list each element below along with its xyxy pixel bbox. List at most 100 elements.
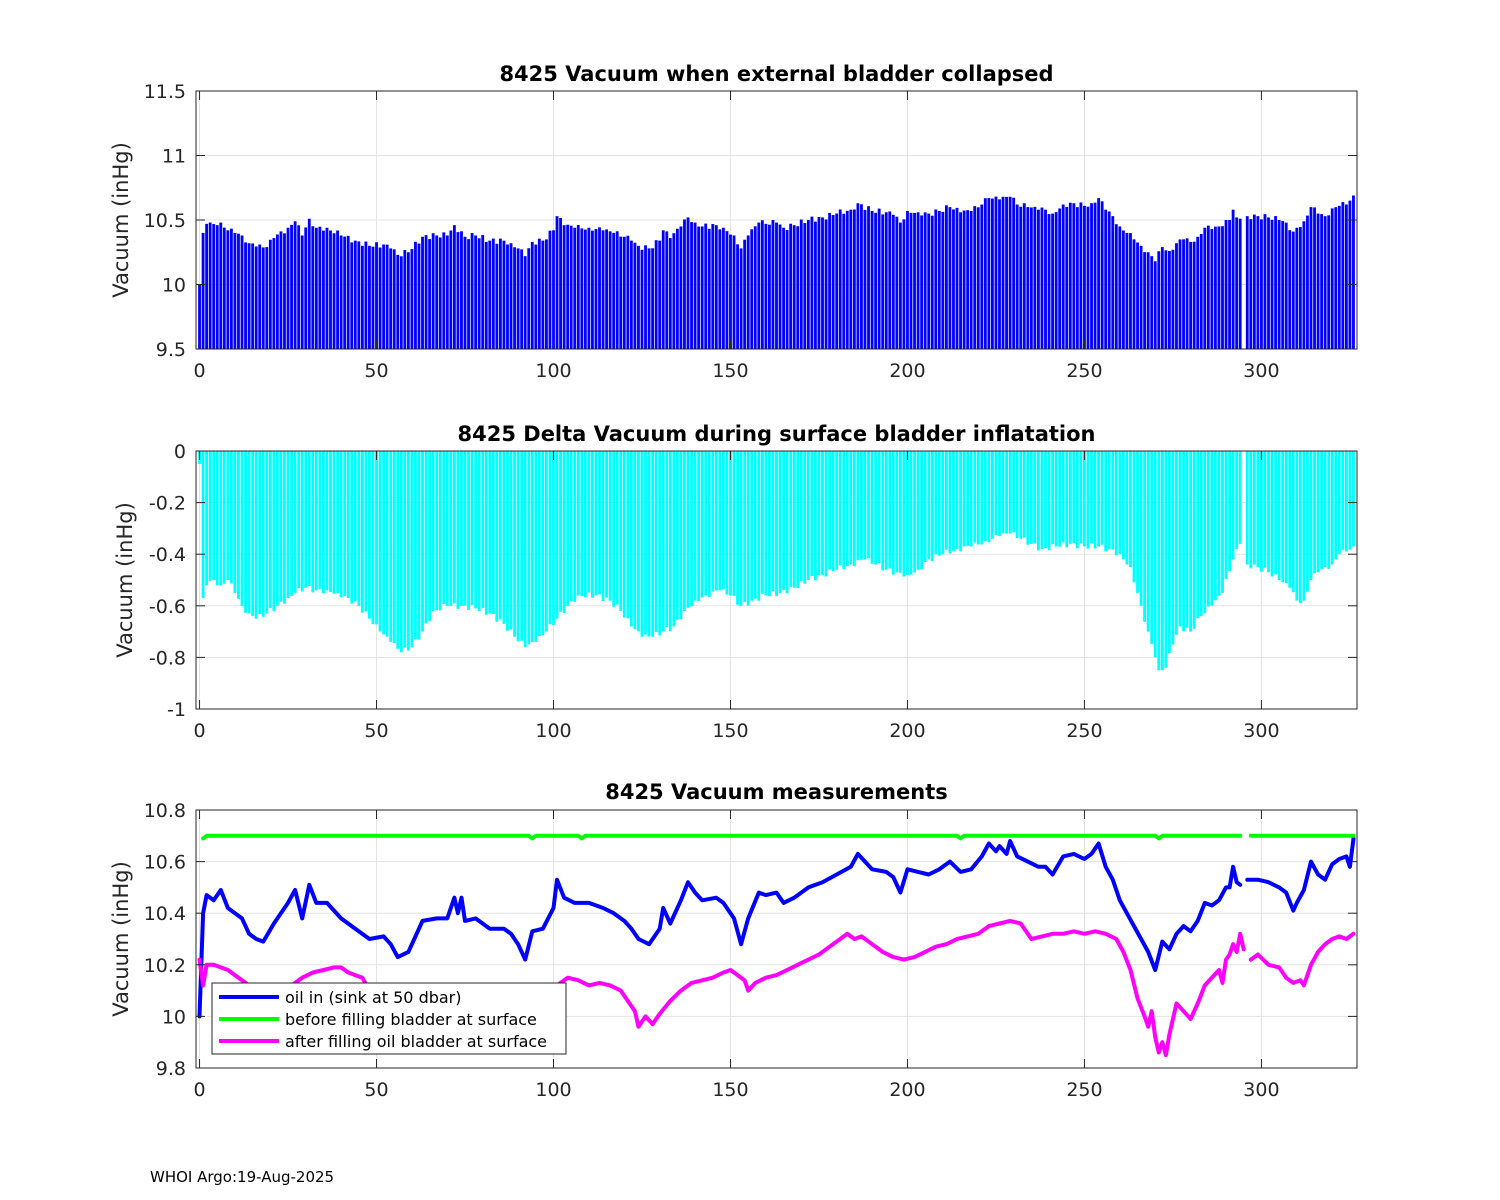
y-tick-label: 10.5: [144, 210, 186, 232]
bar: [431, 233, 435, 349]
bar: [502, 451, 506, 624]
bar: [329, 230, 332, 349]
bar: [325, 451, 329, 591]
bar: [711, 451, 715, 592]
bar: [399, 451, 403, 653]
bar: [513, 451, 516, 637]
bar: [343, 236, 347, 349]
bar: [339, 451, 343, 598]
bar: [1175, 451, 1178, 635]
bar: [923, 451, 927, 563]
bar: [336, 451, 340, 593]
bar: [336, 230, 340, 349]
bar: [644, 451, 647, 635]
bar: [845, 451, 849, 567]
bar: [286, 451, 290, 599]
bar: [1093, 202, 1097, 349]
bar: [1298, 451, 1302, 604]
bar: [1252, 451, 1256, 565]
bar: [1274, 216, 1278, 349]
bar: [389, 451, 393, 642]
panel-vacuum-measurements: 0 50 100 150 200 250 300 9.8 10 10.2 10.4 10.6 10.8…: [109, 780, 1358, 1101]
legend-item-oil-in: oil in (sink at 50 dbar): [219, 988, 462, 1007]
bar: [944, 451, 948, 550]
x-tick-label: 0: [193, 1079, 205, 1101]
bar: [513, 247, 516, 349]
bar: [814, 221, 817, 349]
bar: [329, 451, 332, 593]
bar: [817, 216, 821, 349]
bar: [647, 451, 651, 637]
bar: [474, 451, 478, 609]
bar: [350, 242, 354, 349]
bar: [509, 451, 513, 630]
bar: [1334, 207, 1338, 349]
bar: [1344, 451, 1348, 552]
bar: [1121, 451, 1125, 560]
bar: [208, 451, 212, 581]
bar: [470, 233, 474, 349]
bar: [1210, 451, 1214, 606]
bar: [1341, 451, 1345, 550]
bar: [605, 451, 609, 598]
bar: [498, 451, 502, 620]
bar: [530, 451, 534, 642]
bar: [237, 451, 240, 599]
bar: [622, 451, 626, 618]
bar: [1029, 451, 1033, 544]
bar: [852, 451, 856, 567]
bar: [906, 210, 909, 349]
bar: [534, 451, 538, 642]
bar: [732, 235, 736, 349]
bar: [477, 451, 481, 612]
bar: [304, 227, 308, 349]
bar: [750, 451, 754, 601]
bar: [764, 451, 768, 596]
bar: [1097, 451, 1101, 547]
bar: [955, 451, 959, 550]
bar: [438, 451, 442, 611]
bar: [895, 451, 899, 573]
bar: [1143, 451, 1147, 622]
x-tick-label: 300: [1243, 1079, 1279, 1101]
bar: [1178, 239, 1182, 349]
x-tick-label: 150: [712, 720, 748, 742]
bar: [697, 451, 701, 601]
bar: [460, 231, 463, 349]
bar: [771, 451, 775, 592]
bar: [1260, 451, 1263, 572]
bar: [615, 231, 619, 349]
bar: [831, 214, 835, 349]
y-tick-label: 10.8: [144, 800, 186, 822]
bar: [828, 212, 832, 349]
bar: [831, 451, 835, 572]
bar: [1129, 451, 1132, 568]
bar: [736, 451, 739, 605]
bar: [810, 451, 814, 576]
bar: [545, 451, 548, 632]
bar: [212, 451, 216, 580]
bar: [205, 451, 209, 586]
bar: [1139, 245, 1143, 349]
bar: [428, 239, 432, 349]
bar: [729, 234, 732, 349]
bar: [275, 234, 279, 349]
bar: [983, 451, 987, 542]
bar: [881, 451, 885, 571]
y-tick-label: 9.8: [156, 1058, 186, 1080]
bar: [760, 451, 764, 594]
bar: [1341, 202, 1345, 349]
bar: [212, 224, 216, 349]
bar: [1217, 451, 1221, 596]
bar: [654, 451, 658, 632]
bar: [1019, 451, 1023, 539]
bar: [651, 248, 655, 349]
bar: [1192, 451, 1196, 629]
bar: [1330, 208, 1334, 349]
bar: [743, 451, 747, 602]
bar: [884, 212, 888, 349]
x-tick-label: 150: [712, 360, 748, 382]
y-tick-label: -1: [167, 699, 186, 721]
bar: [452, 225, 456, 349]
